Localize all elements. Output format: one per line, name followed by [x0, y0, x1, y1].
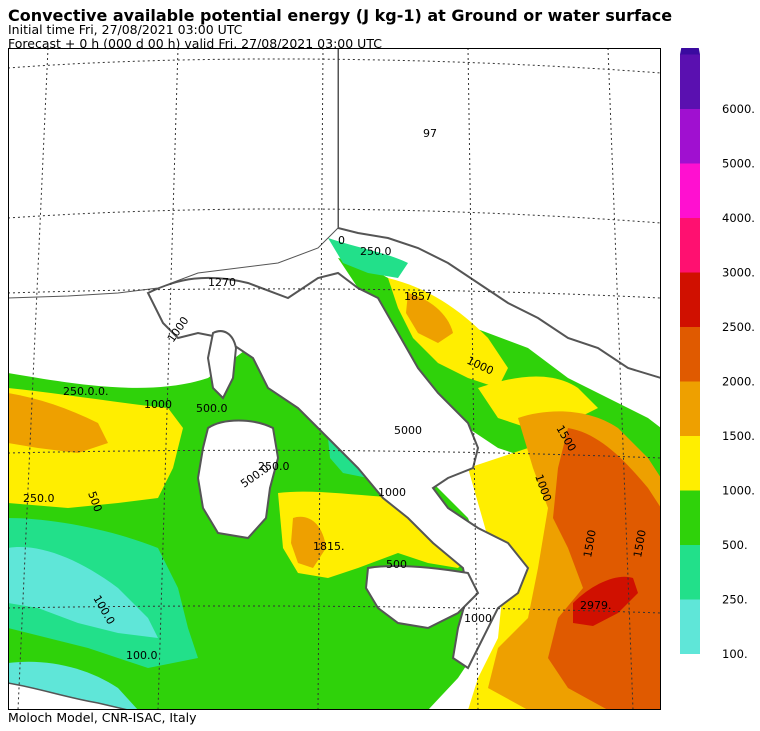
colorbar-swatch — [680, 381, 700, 436]
sicily-island — [364, 564, 480, 630]
band-100-west — [8, 547, 158, 638]
contour-label: 250.0 — [258, 460, 290, 473]
graticule — [8, 48, 661, 710]
band-2000-ionian — [548, 428, 661, 710]
colorbar-tick-label: 4000. — [722, 211, 755, 225]
colorbar-swatch — [680, 272, 700, 327]
balkan-coast — [337, 48, 661, 380]
contour-label: 250.0 — [23, 492, 55, 505]
colorbar-tick-label: 1500. — [722, 429, 755, 443]
contour-label: 1857 — [404, 290, 432, 303]
colorbar-tick-label: 5000. — [722, 157, 755, 171]
contour-label: 1000 — [144, 398, 172, 411]
colorbar-tick-label: 3000. — [722, 266, 755, 280]
colorbar-swatch — [680, 545, 700, 600]
band-1500-north-adriatic — [406, 293, 453, 343]
corsica-island — [206, 330, 238, 400]
north-africa-coast — [8, 682, 129, 710]
land-layer — [8, 48, 661, 710]
colorbar-tick-label: 2000. — [722, 375, 755, 389]
colorbar-swatch — [680, 490, 700, 545]
contour-label: 250.0.0. — [63, 385, 108, 398]
contour-label: 500.0 — [196, 402, 228, 415]
contour-label: 5000 — [394, 424, 422, 437]
colorbar-swatch — [680, 218, 700, 273]
colorbar-extend-arrow — [680, 48, 700, 55]
initial-time-text: Initial time Fri, 27/08/2021 03:00 UTC — [8, 22, 243, 37]
contour-label: 1000 — [464, 612, 492, 625]
cape-map: 97 250.0 0 1270 1857 1000 1000 250.0.0. … — [8, 48, 661, 710]
colorbar-swatch — [680, 599, 700, 654]
forecast-valid-text: Forecast + 0 h (000 d 00 h) valid Fri, 2… — [8, 36, 382, 51]
colorbar-tick-label: 500. — [722, 538, 748, 552]
colorbar-tick-label: 2500. — [722, 320, 755, 334]
contour-label: 100.0 — [126, 649, 158, 662]
contour-label: 1815. — [313, 540, 345, 553]
chart-title: Convective available potential energy (J… — [8, 6, 673, 25]
colorbar-swatch — [680, 163, 700, 218]
band-2500-ionian — [573, 576, 638, 626]
band-250-north-adriatic — [328, 238, 408, 278]
contour-label: 97 — [423, 127, 437, 140]
contour-label: 1500 — [581, 529, 599, 559]
band-1500-central — [291, 516, 326, 568]
colorbar-tick-label: 250. — [722, 593, 748, 607]
colorbar-tick-label: 6000. — [722, 102, 755, 116]
colorbar-tick-label: 1000. — [722, 484, 755, 498]
contour-label: 1500 — [631, 529, 649, 559]
italy-mainland — [146, 271, 530, 670]
north-landmass — [8, 48, 339, 299]
colorbar-tick-label: 100. — [722, 647, 748, 661]
sardinia-island — [196, 419, 280, 540]
contour-label: 0 — [338, 234, 345, 247]
colorbar-swatch — [680, 109, 700, 164]
model-credit: Moloch Model, CNR-ISAC, Italy — [8, 710, 197, 725]
band-1500-west — [8, 393, 108, 453]
contour-label: 1270 — [208, 276, 236, 289]
colorbar: 100. 250. 500. 1000. 1500. 2000. 2500. 3000. 400… — [680, 48, 755, 661]
colorbar-swatch — [680, 54, 700, 109]
colorbar-swatch — [680, 436, 700, 491]
contour-label: 500 — [386, 558, 407, 571]
contour-label: 1000 — [378, 486, 406, 499]
contour-label: 250.0 — [360, 245, 392, 258]
contour-label: 2979. — [580, 599, 612, 612]
colorbar-swatch — [680, 327, 700, 382]
